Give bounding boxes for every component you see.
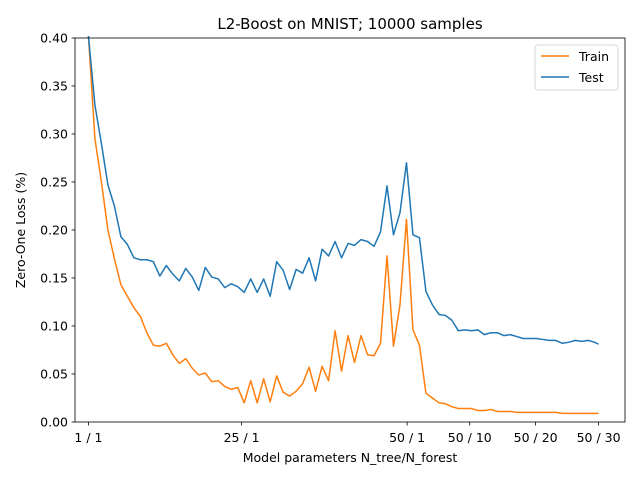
y-tick-label: 0.00 xyxy=(40,415,68,430)
y-tick-label: 0.35 xyxy=(40,79,68,94)
x-tick-label: 50 / 30 xyxy=(577,430,621,445)
y-tick-label: 0.15 xyxy=(40,271,68,286)
legend-label-train: Train xyxy=(578,49,609,64)
x-tick-label: 1 / 1 xyxy=(74,430,102,445)
y-axis-ticks: 0.00 0.05 0.10 0.15 0.20 0.25 0.30 0.35 0.40 xyxy=(40,31,75,430)
y-tick-label: 0.05 xyxy=(40,367,68,382)
x-tick-label: 25 / 1 xyxy=(224,430,260,445)
legend-label-test: Test xyxy=(578,70,604,85)
series-layer xyxy=(87,36,599,415)
y-tick-label: 0.40 xyxy=(40,31,68,46)
x-axis-ticks: 1 / 1 25 / 1 50 / 1 50 / 10 50 / 20 50 / 30 xyxy=(74,422,621,445)
x-axis-label: Model parameters N_tree/N_forest xyxy=(243,450,458,465)
series-line-train xyxy=(87,36,599,415)
chart-title: L2-Boost on MNIST; 10000 samples xyxy=(217,15,482,33)
series-line-test xyxy=(87,36,599,345)
y-tick-label: 0.10 xyxy=(40,319,68,334)
y-axis-label: Zero-One Loss (%) xyxy=(13,172,28,288)
x-tick-label: 50 / 20 xyxy=(514,430,558,445)
y-tick-label: 0.25 xyxy=(40,175,68,190)
x-tick-label: 50 / 10 xyxy=(448,430,492,445)
x-tick-label: 50 / 1 xyxy=(389,430,425,445)
legend: Train Test xyxy=(534,44,619,91)
y-tick-label: 0.20 xyxy=(40,223,68,238)
y-tick-label: 0.30 xyxy=(40,127,68,142)
